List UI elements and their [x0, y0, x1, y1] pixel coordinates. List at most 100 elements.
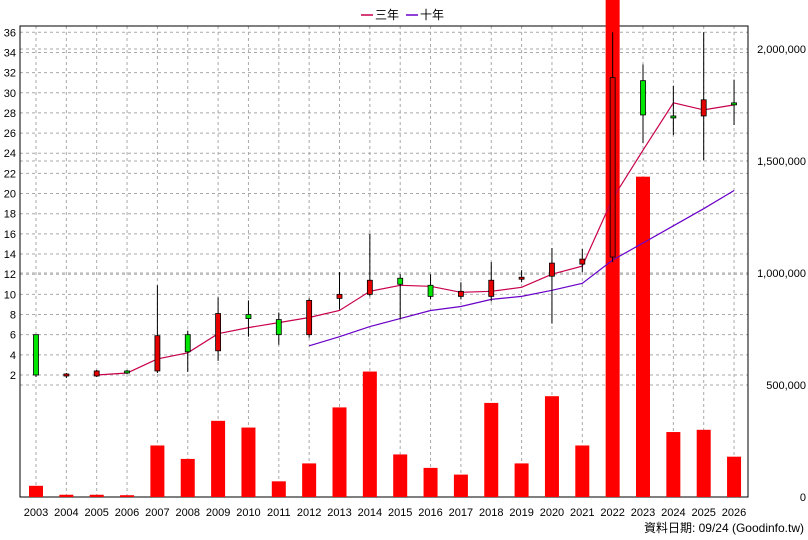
legend-label-10yr: 十年: [420, 8, 444, 22]
candle-body: [63, 373, 70, 377]
volume-tick-label: 0: [800, 492, 806, 504]
volume-bar: [332, 407, 347, 497]
year-tick-label: 2022: [600, 507, 624, 519]
candle: [93, 369, 100, 378]
year-tick-label: 2019: [509, 507, 533, 519]
candle: [549, 247, 555, 324]
year-tick-label: 2010: [236, 507, 260, 519]
volume-tick-label: 1,500,000: [757, 156, 806, 168]
year-tick-label: 2026: [722, 507, 746, 519]
candle: [397, 274, 404, 320]
volume-bar: [211, 420, 226, 497]
volume-bar: [453, 474, 468, 497]
price-tick-label: 20: [4, 189, 16, 201]
year-tick-label: 2021: [570, 507, 594, 519]
candle-body: [427, 284, 434, 297]
candle-body: [336, 293, 343, 299]
price-tick-label: 14: [4, 249, 16, 261]
volume-tick-label: 2,000,000: [757, 44, 806, 56]
volume-bar: [636, 176, 650, 497]
candle: [700, 32, 707, 161]
year-tick-label: 2015: [388, 507, 412, 519]
volume-bar: [727, 456, 742, 497]
candle: [63, 372, 70, 379]
candle-body: [245, 314, 252, 319]
candle-body: [579, 258, 586, 265]
year-tick-label: 2025: [691, 507, 715, 519]
volume-bar: [89, 494, 104, 497]
year-tick-label: 2014: [358, 507, 382, 519]
price-tick-label: 8: [10, 310, 16, 322]
year-tick-label: 2013: [327, 507, 351, 519]
volume-bar: [514, 463, 529, 497]
volume-bar: [180, 458, 195, 497]
candle-body: [33, 334, 39, 376]
year-tick-label: 2017: [449, 507, 473, 519]
price-tick-label: 28: [4, 108, 16, 120]
year-tick-label: 2012: [297, 507, 321, 519]
year-tick-label: 2004: [54, 507, 78, 519]
volume-bar: [271, 481, 286, 497]
candle: [488, 262, 495, 302]
year-tick-label: 2011: [267, 507, 291, 519]
year-tick-label: 2016: [418, 507, 442, 519]
chart-legend: 三年 十年: [361, 8, 444, 22]
volume-tick-label: 500,000: [766, 380, 806, 392]
candle-body: [670, 115, 677, 119]
price-tick-label: 22: [4, 168, 16, 180]
year-tick-label: 2023: [631, 507, 655, 519]
year-axis: 2003 2004 2005 2006 2007 2008 2009 2010 2011 2012…: [24, 507, 747, 519]
price-tick-label: 16: [4, 229, 16, 241]
candle: [518, 270, 525, 283]
candle: [427, 274, 434, 300]
year-tick-label: 2024: [661, 507, 685, 519]
year-tick-label: 2018: [479, 507, 503, 519]
volume-tick-label: 1,000,000: [757, 268, 806, 280]
candlesticks: [33, 32, 737, 379]
candle-body: [518, 276, 525, 280]
volume-bar: [120, 495, 135, 497]
price-tick-label: 34: [4, 47, 16, 59]
price-tick-label: 10: [4, 289, 16, 301]
plot-frame: [19, 25, 749, 498]
volume-bar: [423, 467, 438, 497]
candle-body: [306, 300, 313, 336]
candle: [670, 85, 677, 136]
candle-body: [275, 319, 282, 336]
candle: [124, 369, 130, 374]
volume-bar: [484, 402, 499, 497]
candle: [184, 330, 191, 372]
price-tick-label: 2: [10, 370, 16, 382]
year-tick-label: 2009: [206, 507, 230, 519]
year-tick-label: 2020: [540, 507, 564, 519]
candle-body: [215, 313, 222, 352]
volume-bar: [696, 429, 711, 497]
line-3yr-average: [96, 102, 735, 376]
volume-bar: [362, 371, 377, 497]
year-tick-label: 2005: [84, 507, 108, 519]
legend-label-3yr: 三年: [375, 8, 399, 22]
price-tick-label: 18: [4, 209, 16, 221]
year-tick-label: 2006: [115, 507, 139, 519]
candle: [245, 300, 252, 337]
line-10yr-average: [309, 189, 735, 347]
price-tick-label: 32: [4, 68, 16, 80]
candle-body: [549, 262, 555, 277]
candle-body: [609, 77, 616, 258]
candle: [579, 249, 586, 273]
candle-body: [93, 370, 100, 377]
average-lines: [96, 102, 735, 376]
candle: [336, 272, 343, 310]
volume-bar: [241, 427, 256, 497]
year-tick-label: 2003: [24, 507, 48, 519]
candle-body: [366, 279, 373, 295]
candle: [457, 282, 464, 300]
volume-bar: [302, 463, 317, 497]
price-tick-label: 30: [4, 88, 16, 100]
candle: [33, 334, 39, 378]
candle-body: [488, 279, 495, 297]
candle-body: [397, 277, 404, 285]
volume-bar: [544, 396, 559, 497]
candle: [731, 79, 737, 126]
